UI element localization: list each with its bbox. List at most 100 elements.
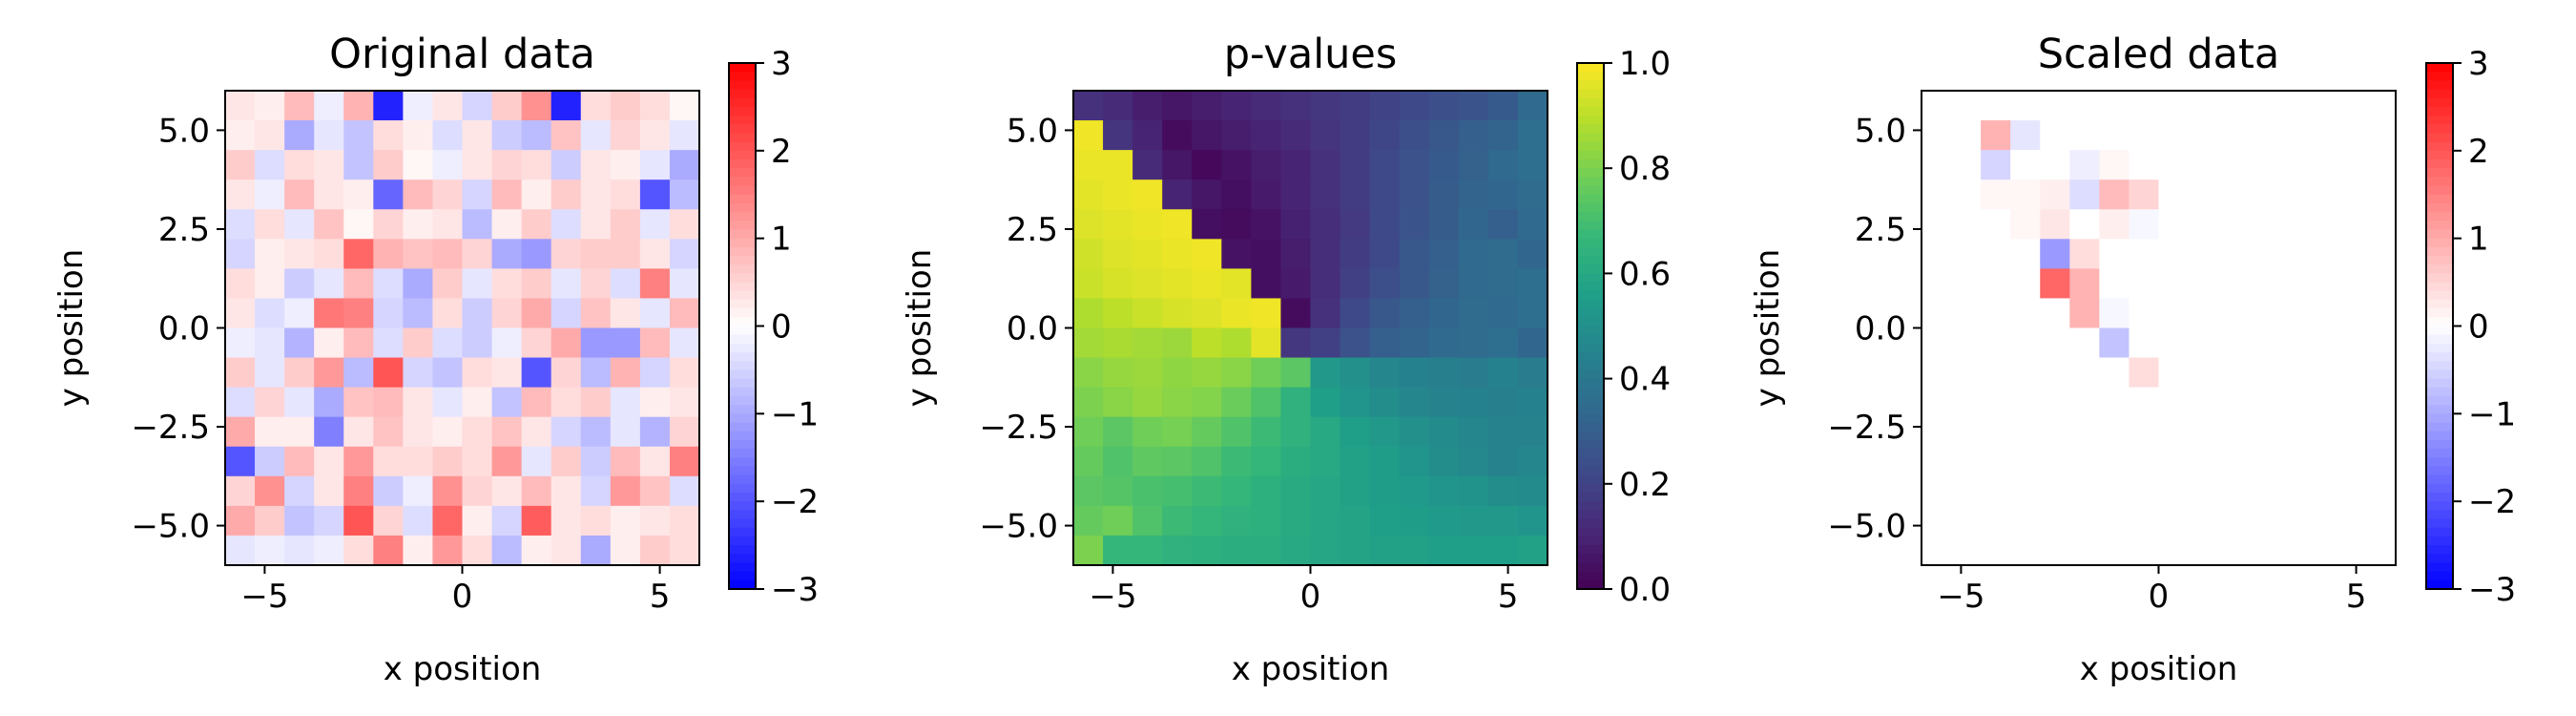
heatmap-cell xyxy=(1192,120,1222,151)
colorbar-tick-label: 3 xyxy=(771,45,792,83)
heatmap-cell xyxy=(1280,120,1312,151)
heatmap-cell xyxy=(1162,268,1193,300)
heatmap-cell xyxy=(580,387,612,418)
heatmap-cell xyxy=(1399,387,1430,418)
heatmap-cell xyxy=(1369,298,1401,329)
heatmap-cell xyxy=(521,446,552,477)
heatmap-cell xyxy=(1310,120,1341,151)
heatmap-cell xyxy=(343,209,374,240)
colorbar-segment xyxy=(729,299,756,309)
heatmap-cell xyxy=(2217,327,2249,359)
heatmap-cell xyxy=(255,446,285,477)
colorbar-segment xyxy=(2426,554,2453,564)
colorbar-segment xyxy=(729,466,756,476)
heatmap-cell xyxy=(669,239,700,269)
heatmap-cell xyxy=(2276,327,2308,359)
heatmap-cell xyxy=(1221,239,1252,269)
heatmap-cell xyxy=(551,179,582,210)
heatmap-cell xyxy=(580,416,612,448)
heatmap-cell xyxy=(1517,416,1548,448)
heatmap-cell xyxy=(521,357,552,389)
heatmap-cell xyxy=(432,150,464,180)
heatmap-cell xyxy=(1922,357,1952,389)
heatmap-cell xyxy=(610,505,641,537)
heatmap-cell xyxy=(2069,120,2100,151)
heatmap-cell xyxy=(225,535,256,566)
heatmap-cell xyxy=(2188,91,2219,121)
heatmap-cell xyxy=(2217,179,2249,210)
heatmap-cell xyxy=(639,416,671,448)
heatmap-cell xyxy=(2188,475,2219,507)
heatmap-cell xyxy=(1132,327,1163,359)
heatmap-cell xyxy=(1280,416,1312,448)
heatmap-cell xyxy=(1458,535,1489,566)
heatmap-cell xyxy=(2276,446,2308,477)
heatmap-cell xyxy=(1340,179,1371,210)
panel-1: −5 0 5 −5.0 −2.5 0.0 2.5 5.0 Original data x posi… xyxy=(52,31,819,688)
colorbar-segment xyxy=(1577,431,1604,441)
heatmap-cell xyxy=(225,298,256,329)
heatmap-cell xyxy=(2010,475,2041,507)
heatmap-cell xyxy=(284,416,315,448)
y-tick-label: 2.5 xyxy=(1855,211,1906,249)
heatmap-cell xyxy=(1428,298,1460,329)
heatmap-cell xyxy=(225,357,256,389)
colorbar-segment xyxy=(729,387,756,397)
heatmap-cell xyxy=(1981,535,2011,566)
heatmap-cell xyxy=(1162,416,1193,448)
colorbar-segment xyxy=(729,352,756,362)
heatmap-cell xyxy=(432,535,464,566)
heatmap-cell xyxy=(373,535,404,566)
y-axis-label: y position xyxy=(901,249,939,408)
heatmap-cell xyxy=(1951,475,1982,507)
heatmap-cell xyxy=(580,209,612,240)
heatmap-cell xyxy=(491,327,523,359)
heatmap-cell xyxy=(1458,298,1489,329)
heatmap-cell xyxy=(1399,298,1430,329)
colorbar-frame xyxy=(1576,62,1605,590)
heatmap-cell xyxy=(2040,387,2070,418)
colorbar-segment xyxy=(729,290,756,301)
heatmap-cell xyxy=(1369,209,1401,240)
heatmap-cell xyxy=(1458,387,1489,418)
heatmap-cell xyxy=(1192,475,1222,507)
heatmap-cell xyxy=(2188,298,2219,329)
colorbar-tick-label: −2 xyxy=(2468,483,2516,521)
heatmap-cell xyxy=(1103,475,1133,507)
colorbar-segment xyxy=(1577,273,1604,284)
heatmap-cell xyxy=(432,357,464,389)
colorbar-segment xyxy=(1577,378,1604,389)
heatmap-cell xyxy=(1981,327,2011,359)
heatmap-cell xyxy=(491,446,523,477)
heatmap-cell xyxy=(1399,120,1430,151)
heatmap-cell xyxy=(2158,327,2190,359)
heatmap-cell xyxy=(1251,268,1282,300)
colorbar-segment xyxy=(1577,106,1604,116)
x-axis-label: x position xyxy=(384,650,542,688)
heatmap-cell xyxy=(551,387,582,418)
heatmap-cell xyxy=(314,209,344,240)
colorbar-segment xyxy=(1577,352,1604,362)
heatmap-cell xyxy=(2040,357,2070,389)
colorbar-segment xyxy=(2426,492,2453,502)
heatmap-cell xyxy=(1922,91,1952,121)
heatmap-cell xyxy=(1103,209,1133,240)
colorbar-segment xyxy=(2426,273,2453,284)
heatmap-cell xyxy=(1132,120,1163,151)
heatmap-cell xyxy=(551,327,582,359)
heatmap-cell xyxy=(432,120,464,151)
heatmap-cell xyxy=(1132,357,1163,389)
colorbar-segment xyxy=(729,282,756,292)
heatmap-cell xyxy=(284,179,315,210)
heatmap-cell xyxy=(2010,416,2041,448)
heatmap-cell xyxy=(1221,268,1252,300)
heatmap-cell xyxy=(639,505,671,537)
heatmap-cell xyxy=(2069,327,2100,359)
heatmap-cell xyxy=(1487,327,1519,359)
heatmap-cell xyxy=(1221,475,1252,507)
heatmap-cell xyxy=(1428,120,1460,151)
colorbar-segment xyxy=(2426,264,2453,274)
heatmap-cell xyxy=(2306,446,2337,477)
colorbar-segment xyxy=(729,159,756,169)
colorbar-segment xyxy=(2426,124,2453,135)
